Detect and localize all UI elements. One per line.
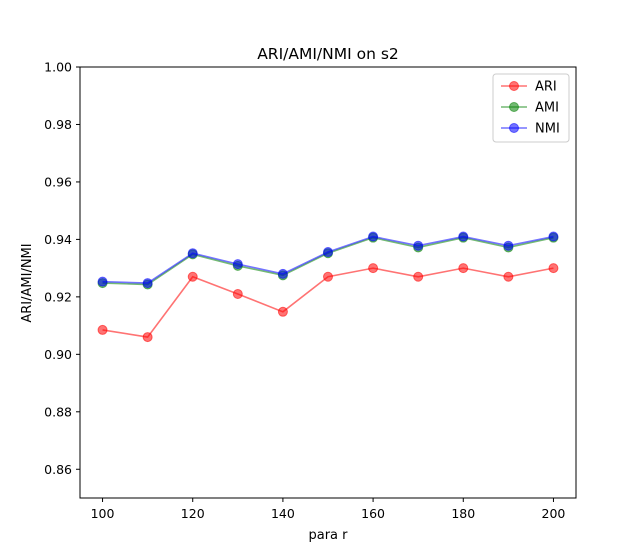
data-point-ari (187, 271, 198, 282)
data-point-ari (142, 332, 153, 343)
data-point-ari (277, 306, 288, 317)
data-point-ari (503, 271, 514, 282)
legend-marker-nmi (509, 123, 519, 133)
x-axis-label: para r (308, 528, 348, 543)
y-tick-label: 0.98 (44, 117, 72, 132)
x-tick-label: 100 (91, 506, 115, 521)
plot-area: 100 120 140 160 180 200 0.86 0.88 0.90 0.92 0.94 0.… (44, 60, 577, 521)
y-tick-label: 0.86 (44, 462, 72, 477)
data-point-ari (97, 324, 108, 335)
x-tick-label: 160 (361, 506, 385, 521)
y-tick-label: 0.96 (44, 174, 72, 189)
legend-label-ami: AMI (535, 101, 559, 116)
x-tick-label: 120 (181, 506, 205, 521)
data-point-nmi (277, 268, 288, 279)
legend-label-ari: ARI (535, 80, 557, 95)
data-point-ari (548, 263, 559, 274)
legend-label-nmi: NMI (535, 122, 560, 137)
y-tick-label: 0.94 (44, 232, 72, 247)
legend: ARI AMI NMI (492, 73, 570, 143)
data-point-nmi (142, 278, 153, 289)
data-point-ari (323, 271, 333, 282)
chart-title: ARI/AMI/NMI on s2 (257, 45, 399, 63)
data-point-ari (458, 263, 469, 274)
y-axis-label: ARI/AMI/NMI (20, 243, 35, 322)
data-point-ari (368, 263, 379, 274)
data-point-nmi (97, 276, 108, 287)
data-point-nmi (368, 231, 379, 242)
x-tick-label: 180 (451, 506, 475, 521)
x-tick-label: 140 (271, 506, 295, 521)
axes-frame (79, 66, 577, 499)
x-tick-label: 200 (542, 506, 566, 521)
data-point-nmi (413, 240, 424, 251)
data-point-ari (413, 271, 424, 282)
data-point-nmi (187, 248, 198, 259)
data-point-ari (232, 288, 243, 299)
data-point-nmi (232, 259, 243, 270)
data-point-nmi (548, 231, 559, 242)
y-tick-label: 0.92 (44, 289, 72, 304)
legend-marker-ari (509, 81, 519, 91)
data-point-nmi (323, 247, 333, 258)
legend-marker-ami (509, 102, 519, 112)
data-point-nmi (458, 231, 469, 242)
data-point-nmi (503, 240, 514, 251)
y-tick-label: 1.00 (44, 60, 72, 75)
y-tick-label: 0.88 (44, 404, 72, 419)
y-tick-label: 0.90 (44, 347, 72, 362)
